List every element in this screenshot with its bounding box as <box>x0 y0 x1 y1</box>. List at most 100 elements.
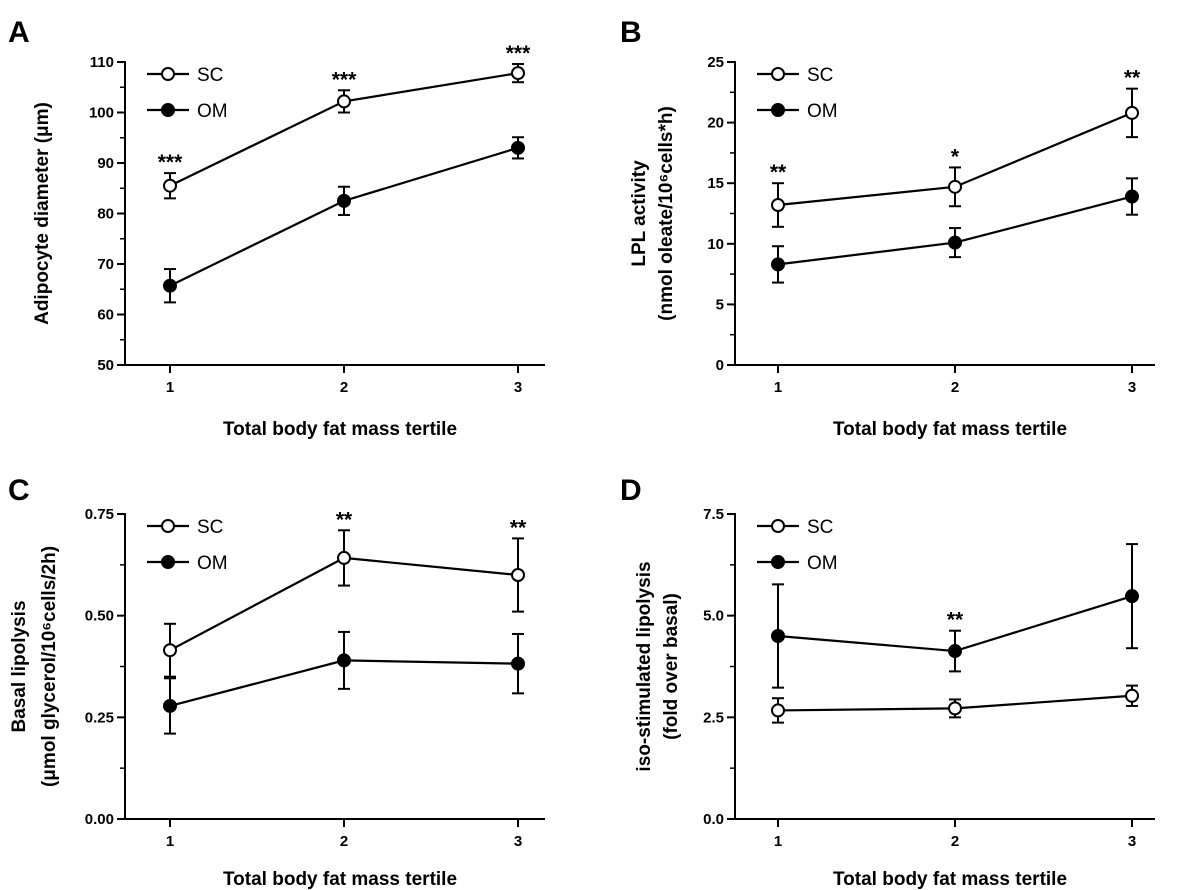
x-tick-label: 2 <box>340 833 348 850</box>
y-tick-label: 7.5 <box>703 506 724 523</box>
y-tick-label: 0.50 <box>85 608 114 625</box>
y-tick-label: 10 <box>707 236 724 253</box>
data-point <box>1125 688 1139 703</box>
data-point <box>1125 589 1139 604</box>
y-tick-label: 0.75 <box>85 506 114 523</box>
y-axis-title: Adipocyte diameter (μm) <box>32 102 53 325</box>
legend-marker <box>161 103 175 117</box>
y-tick-label: 20 <box>707 115 724 132</box>
x-tick-label: 1 <box>166 379 174 396</box>
legend-entry-om: OM <box>147 101 228 122</box>
panel-letter: C <box>8 474 30 507</box>
y-tick-label: 60 <box>97 307 114 324</box>
legend-label: OM <box>807 101 838 122</box>
x-tick-label: 3 <box>1128 833 1136 850</box>
y-tick-label: 5 <box>716 296 724 313</box>
legend-marker <box>771 519 785 533</box>
y-axis-title-units: (fold over basal) <box>661 593 682 740</box>
y-axis-title: Basal lipolysis <box>9 600 30 732</box>
data-point <box>511 656 525 671</box>
significance-label: *** <box>158 151 183 174</box>
data-point <box>511 66 525 81</box>
significance-label: ** <box>1124 67 1141 90</box>
x-tick-label: 3 <box>514 833 522 850</box>
legend-marker <box>771 103 785 117</box>
legend-entry-om: OM <box>757 101 838 122</box>
series-sc <box>771 87 1139 228</box>
data-point <box>771 629 785 643</box>
significance-label: ** <box>947 609 964 632</box>
y-axis-title-units: (μmol glycerol/10⁶cells/2h) <box>39 546 60 787</box>
panel-a: A 50 60 70 80 90 100 110 1 2 3 Total body fat mass … <box>8 16 545 440</box>
y-tick-label: 0.25 <box>85 709 114 726</box>
legend-marker <box>771 67 785 81</box>
panel-letter: A <box>8 16 30 49</box>
data-point <box>163 643 177 658</box>
x-tick-label: 3 <box>514 379 522 396</box>
data-point <box>771 703 785 718</box>
legend-entry-sc: SC <box>757 517 833 538</box>
data-point <box>948 235 962 250</box>
x-tick-label: 1 <box>774 833 782 850</box>
data-point <box>337 550 351 565</box>
data-point <box>337 653 351 668</box>
legend-label: OM <box>807 553 838 574</box>
panel-letter: D <box>620 474 642 507</box>
series-line <box>169 146 519 287</box>
y-tick-label: 100 <box>89 105 114 122</box>
series-om <box>771 543 1139 689</box>
series-om <box>163 630 525 735</box>
y-tick-label: 2.5 <box>703 709 724 726</box>
data-point <box>771 257 785 272</box>
legend-entry-sc: SC <box>147 65 223 86</box>
x-axis-title: Total body fat mass tertile <box>833 869 1067 890</box>
panel-letter: B <box>620 16 642 49</box>
legend-entry-sc: SC <box>757 65 833 86</box>
data-point <box>511 140 525 155</box>
data-point <box>163 278 177 293</box>
legend-entry-om: OM <box>757 553 838 574</box>
y-tick-label: 0 <box>716 357 724 374</box>
legend-label: SC <box>807 517 833 538</box>
data-point <box>511 568 525 582</box>
series-sc <box>163 529 525 678</box>
significance-label: ** <box>770 161 787 184</box>
y-tick-label: 80 <box>97 206 114 223</box>
y-tick-label: 50 <box>97 357 114 374</box>
significance-label: * <box>951 145 960 168</box>
y-tick-label: 0.00 <box>85 811 114 828</box>
y-tick-label: 25 <box>707 54 724 71</box>
data-point <box>337 94 351 109</box>
series-sc <box>771 684 1139 724</box>
data-point <box>948 644 962 659</box>
series-om <box>771 177 1139 284</box>
y-tick-label: 0.0 <box>703 811 724 828</box>
legend-marker <box>161 67 175 81</box>
legend-label: SC <box>197 517 223 538</box>
series-sc <box>163 63 525 200</box>
data-point <box>948 179 962 194</box>
data-point <box>948 701 962 716</box>
y-tick-label: 70 <box>97 256 114 273</box>
legend-marker <box>771 555 785 569</box>
y-tick-label: 90 <box>97 155 114 172</box>
x-axis-title: Total body fat mass tertile <box>223 869 457 890</box>
y-axis-title: LPL activity <box>629 160 650 267</box>
legend-marker <box>161 519 175 533</box>
x-tick-label: 2 <box>951 379 959 396</box>
legend-marker <box>161 555 175 569</box>
x-tick-label: 2 <box>340 379 348 396</box>
data-point <box>771 198 785 213</box>
panel-d: D 0.0 2.5 5.0 7.5 1 2 3 Total body fat mass tert… <box>620 474 1155 890</box>
x-tick-label: 2 <box>951 833 959 850</box>
legend-label: OM <box>197 553 228 574</box>
significance-label: *** <box>332 68 357 91</box>
x-tick-label: 3 <box>1128 379 1136 396</box>
significance-label: *** <box>506 42 531 65</box>
data-point <box>163 698 177 713</box>
y-axis-title: iso-stimulated lipolysis <box>634 561 655 771</box>
x-axis-title: Total body fat mass tertile <box>223 419 457 440</box>
x-tick-label: 1 <box>166 833 174 850</box>
y-tick-label: 15 <box>707 175 724 192</box>
